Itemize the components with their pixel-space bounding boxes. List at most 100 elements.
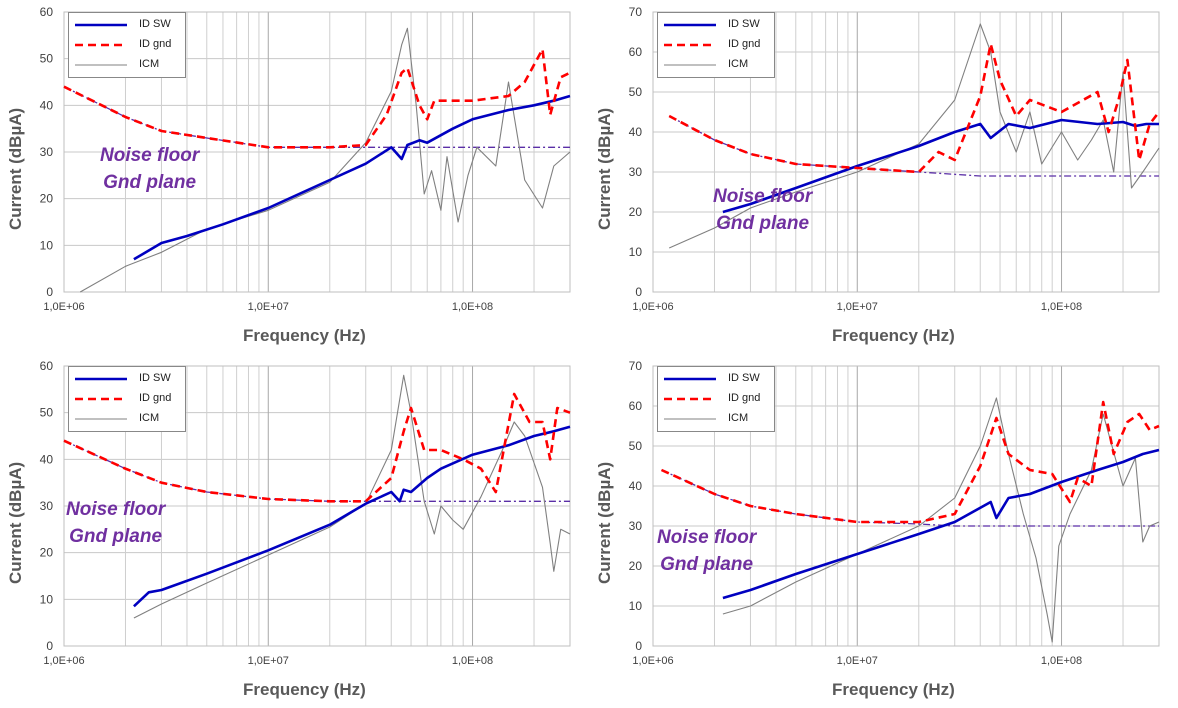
y-tick-label: 40 xyxy=(40,452,54,466)
y-tick-label: 50 xyxy=(40,52,54,66)
legend-swatch xyxy=(664,377,716,381)
annotation-line: Gnd plane xyxy=(69,526,163,547)
legend-label: ID SW xyxy=(139,18,171,30)
legend-label: ID gnd xyxy=(728,392,761,404)
y-tick-label: 60 xyxy=(629,45,643,59)
y-tick-label: 30 xyxy=(40,145,54,159)
x-axis-label: Frequency (Hz) xyxy=(832,680,955,699)
legend-label: ID SW xyxy=(728,372,760,384)
legend-label: ID gnd xyxy=(139,392,172,404)
legend-item: ID SW xyxy=(662,369,774,389)
x-tick-label: 1,0E+08 xyxy=(1041,655,1082,667)
y-tick-label: 70 xyxy=(629,359,643,373)
x-tick-label: 1,0E+07 xyxy=(837,655,878,667)
x-tick-label: 1,0E+06 xyxy=(43,301,84,313)
y-tick-label: 20 xyxy=(40,546,54,560)
series-line-id-sw xyxy=(722,448,1160,600)
y-axis-label: Current (dBµA) xyxy=(6,461,25,584)
legend: ID SW ID gnd ICM xyxy=(68,366,186,432)
x-tick-label: 1,0E+08 xyxy=(452,301,493,313)
series-line-noise-floor xyxy=(63,440,570,502)
legend-label: ICM xyxy=(728,58,749,70)
y-tick-label: 0 xyxy=(635,285,642,299)
series-line-icm xyxy=(133,374,571,619)
legend-label: ICM xyxy=(139,412,160,424)
legend-label: ICM xyxy=(728,412,749,424)
x-tick-label: 1,0E+06 xyxy=(632,301,673,313)
x-tick-label: 1,0E+08 xyxy=(1041,301,1082,313)
y-tick-label: 30 xyxy=(629,165,643,179)
y-tick-label: 10 xyxy=(629,599,643,613)
x-axis-label: Frequency (Hz) xyxy=(243,680,366,699)
legend-swatch xyxy=(75,43,127,47)
legend-swatch xyxy=(664,43,716,47)
legend-label: ID SW xyxy=(728,18,760,30)
noise-floor-annotation: Noise floor Gnd plane xyxy=(100,142,199,196)
annotation-line: Noise floor xyxy=(657,527,757,548)
y-axis-label: Current (dBµA) xyxy=(6,107,25,230)
series-line-icm xyxy=(722,397,1160,643)
legend-swatch xyxy=(664,418,716,420)
x-axis-label: Frequency (Hz) xyxy=(832,326,955,345)
series-line-icm xyxy=(79,27,571,293)
legend-item: ID SW xyxy=(73,369,185,389)
series-line-id-gnd xyxy=(63,392,571,503)
legend-swatch xyxy=(664,23,716,27)
y-tick-label: 60 xyxy=(40,359,54,373)
chart-panel-0: 0 10 20 30 40 50 60 1,0E+06 1,0E+07 1,0E+08 ID SW I… xyxy=(0,0,589,354)
annotation-line: Gnd plane xyxy=(103,172,197,193)
annotation-line: Noise floor xyxy=(66,499,166,520)
legend-swatch xyxy=(664,397,716,401)
legend-item: ICM xyxy=(662,409,774,429)
series-line-id-gnd xyxy=(668,42,1161,174)
legend-item: ID SW xyxy=(73,15,185,35)
y-tick-label: 60 xyxy=(629,399,643,413)
series-line-id-sw xyxy=(722,118,1159,214)
legend-swatch xyxy=(75,397,127,401)
y-tick-label: 40 xyxy=(40,98,54,112)
plot-border xyxy=(652,365,1160,647)
series-line-noise-floor xyxy=(63,86,570,148)
legend-swatch xyxy=(75,418,127,420)
chart-panel-2: 0 10 20 30 40 50 60 1,0E+06 1,0E+07 1,0E+08 ID SW I… xyxy=(0,354,589,708)
annotation-line: Gnd plane xyxy=(716,213,810,234)
noise-floor-annotation: Noise floor Gnd plane xyxy=(66,496,165,550)
x-tick-label: 1,0E+08 xyxy=(452,655,493,667)
plot-border xyxy=(652,11,1160,293)
y-tick-label: 0 xyxy=(46,285,53,299)
legend-swatch xyxy=(664,64,716,66)
legend: ID SW ID gnd ICM xyxy=(657,366,775,432)
legend-item: ICM xyxy=(73,409,185,429)
plot-border xyxy=(63,365,571,647)
chart-panel-1: 0 10 20 30 40 50 60 70 1,0E+06 1,0E+07 1,0E+08 ID S… xyxy=(589,0,1178,354)
legend-item: ID gnd xyxy=(662,389,774,409)
legend-item: ID SW xyxy=(662,15,774,35)
legend-swatch xyxy=(75,377,127,381)
chart-svg: 0 10 20 30 40 50 60 1,0E+06 1,0E+07 1,0E+08 xyxy=(40,359,571,667)
y-axis-label: Current (dBµA) xyxy=(595,107,614,230)
noise-floor-annotation: Noise floor Gnd plane xyxy=(713,183,812,237)
y-tick-label: 40 xyxy=(629,125,643,139)
y-tick-label: 30 xyxy=(629,519,643,533)
x-tick-label: 1,0E+07 xyxy=(837,301,878,313)
x-tick-label: 1,0E+06 xyxy=(43,655,84,667)
series-line-id-gnd xyxy=(660,400,1160,524)
y-tick-label: 20 xyxy=(629,205,643,219)
x-tick-label: 1,0E+07 xyxy=(248,301,289,313)
legend-label: ICM xyxy=(139,58,160,70)
legend-item: ICM xyxy=(73,55,185,75)
series-line-id-sw xyxy=(133,425,571,608)
y-tick-label: 0 xyxy=(635,639,642,653)
legend: ID SW ID gnd ICM xyxy=(657,12,775,78)
annotation-line: Gnd plane xyxy=(660,554,754,575)
x-axis-label: Frequency (Hz) xyxy=(243,326,366,345)
legend-label: ID SW xyxy=(139,372,171,384)
series-line-noise-floor xyxy=(661,469,1159,527)
y-tick-label: 10 xyxy=(40,592,54,606)
legend-label: ID gnd xyxy=(728,38,761,50)
y-tick-label: 40 xyxy=(629,479,643,493)
legend-item: ID gnd xyxy=(662,35,774,55)
x-tick-label: 1,0E+06 xyxy=(632,655,673,667)
y-tick-label: 60 xyxy=(40,5,54,19)
y-tick-label: 10 xyxy=(629,245,643,259)
